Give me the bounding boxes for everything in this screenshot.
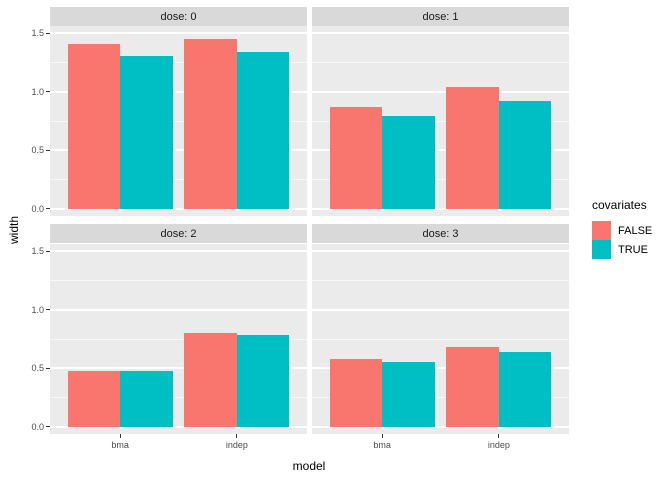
y-tick: [46, 367, 50, 369]
y-axis-title: width: [7, 215, 21, 245]
bar-bma-true: [382, 116, 435, 209]
bar-bma-false: [329, 358, 383, 427]
facet-strip-dose-0: dose: 0: [50, 7, 307, 26]
legend-swatch-false-icon: [592, 221, 611, 240]
y-tick: [46, 149, 50, 151]
minor-gridline: [50, 179, 307, 181]
x-tick-label: indep: [487, 440, 510, 450]
y-tick-label: 1.0: [31, 304, 44, 315]
facet-panel-dose-1: [312, 26, 569, 216]
facet-strip-label: dose: 0: [160, 10, 197, 23]
facet-strip-label: dose: 3: [422, 227, 459, 240]
minor-gridline: [312, 120, 569, 122]
minor-gridline: [312, 61, 569, 63]
minor-gridline: [50, 279, 307, 281]
legend-entry-false: FALSE: [592, 221, 652, 240]
major-gridline: [312, 250, 569, 253]
legend-label: FALSE: [618, 224, 653, 237]
bar-indep-true: [236, 335, 290, 427]
legend-label: TRUE: [618, 243, 648, 256]
bar-indep-false: [184, 333, 237, 427]
x-tick-label: indep: [225, 440, 248, 450]
minor-gridline: [312, 338, 569, 340]
y-tick: [46, 426, 50, 428]
y-tick: [46, 32, 50, 34]
facet-strip-dose-1: dose: 1: [312, 7, 569, 26]
y-tick-label: 0.5: [31, 145, 44, 156]
y-tick: [46, 91, 50, 93]
minor-gridline: [312, 279, 569, 281]
legend-entry-true: TRUE: [592, 240, 652, 259]
y-tick-label: 1.5: [31, 246, 44, 257]
bar-bma-true: [120, 370, 173, 427]
minor-gridline: [50, 61, 307, 63]
major-gridline: [50, 90, 307, 93]
minor-gridline: [50, 397, 307, 399]
x-tick-label: bma: [373, 440, 391, 450]
facet-strip-dose-3: dose: 3: [312, 224, 569, 243]
bar-indep-false: [446, 86, 499, 209]
bar-indep-false: [184, 38, 237, 209]
major-gridline: [312, 367, 569, 370]
x-tick-label: bma: [111, 440, 129, 450]
x-tick: [119, 434, 121, 438]
y-tick-label: 0.0: [31, 421, 44, 432]
facet-strip-label: dose: 1: [422, 10, 459, 23]
major-gridline: [312, 32, 569, 35]
x-tick: [236, 434, 238, 438]
minor-gridline: [50, 338, 307, 340]
bar-indep-true: [236, 51, 290, 209]
y-tick-label: 1.0: [31, 86, 44, 97]
minor-gridline: [312, 179, 569, 181]
major-gridline: [312, 207, 569, 210]
bar-bma-false: [329, 106, 383, 209]
bar-indep-true: [498, 101, 552, 209]
bar-bma-false: [67, 43, 121, 209]
y-tick: [46, 250, 50, 252]
major-gridline: [312, 308, 569, 311]
facet-strip-dose-2: dose: 2: [50, 224, 307, 243]
major-gridline: [312, 90, 569, 93]
major-gridline: [50, 207, 307, 210]
major-gridline: [50, 250, 307, 253]
bar-bma-true: [120, 56, 173, 209]
major-gridline: [312, 149, 569, 152]
bar-indep-true: [498, 351, 552, 427]
y-tick-label: 0.5: [31, 363, 44, 374]
x-tick: [381, 434, 383, 438]
legend-title: covariates: [592, 198, 647, 212]
y-tick: [46, 309, 50, 311]
bar-indep-false: [446, 347, 499, 427]
facet-strip-label: dose: 2: [160, 227, 197, 240]
bar-bma-false: [67, 370, 121, 427]
y-tick-label: 1.5: [31, 28, 44, 39]
legend-swatch-true-icon: [592, 240, 611, 259]
y-tick: [46, 208, 50, 210]
major-gridline: [312, 425, 569, 428]
facet-panel-dose-0: [50, 26, 307, 216]
x-axis-title: model: [292, 459, 326, 473]
legend: covariates FALSE TRUE: [592, 198, 652, 259]
major-gridline: [50, 149, 307, 152]
facet-panel-dose-3: [312, 244, 569, 434]
minor-gridline: [50, 120, 307, 122]
facet-panel-dose-2: [50, 244, 307, 434]
major-gridline: [50, 425, 307, 428]
bar-bma-true: [382, 362, 435, 427]
x-tick: [498, 434, 500, 438]
major-gridline: [50, 32, 307, 35]
y-tick-label: 0.0: [31, 203, 44, 214]
major-gridline: [50, 308, 307, 311]
major-gridline: [50, 367, 307, 370]
minor-gridline: [312, 397, 569, 399]
